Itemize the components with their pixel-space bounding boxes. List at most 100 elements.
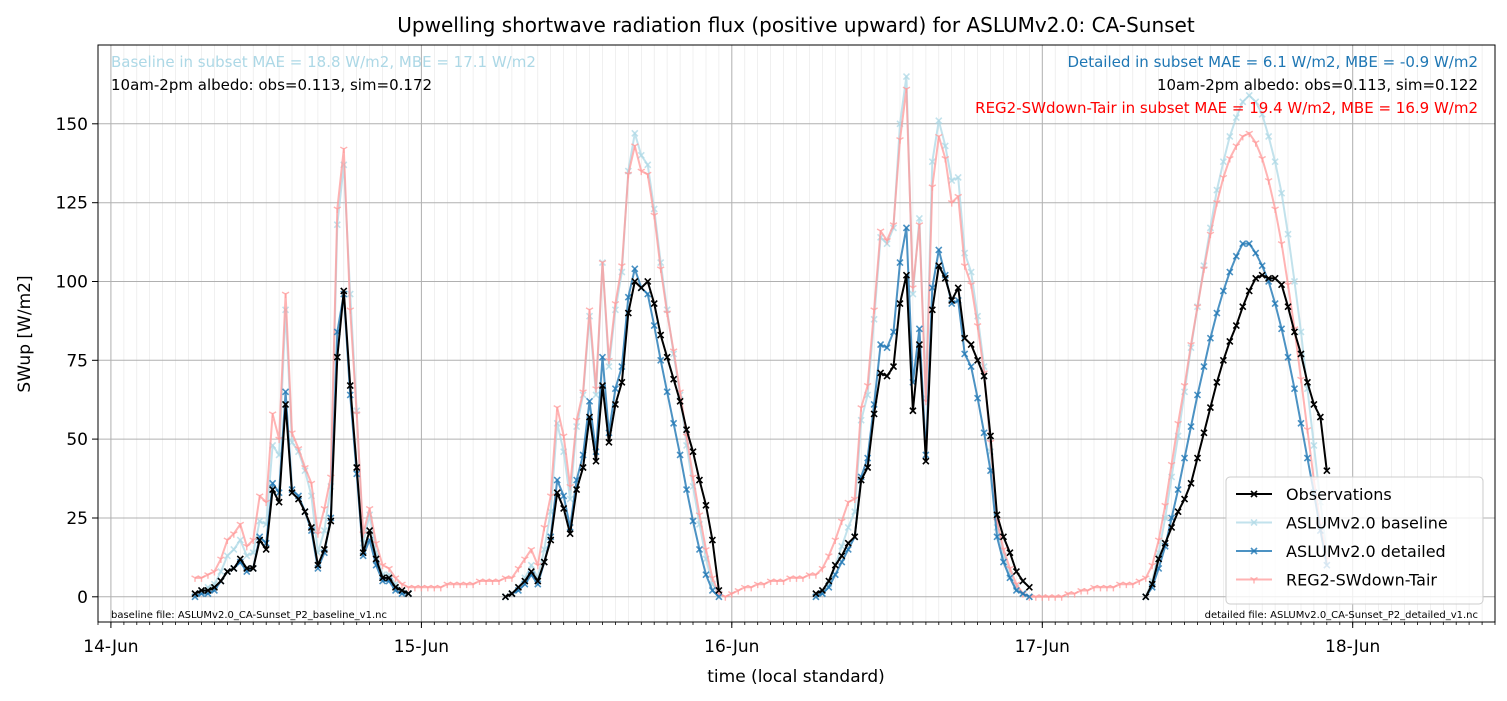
data-point-marker <box>1284 353 1292 361</box>
data-point-marker <box>779 578 788 586</box>
series-line <box>195 88 1328 598</box>
data-point-marker <box>980 372 988 380</box>
data-point-marker <box>1245 240 1253 248</box>
data-point-marker <box>1297 350 1305 358</box>
data-point-marker <box>1006 565 1014 573</box>
data-point-marker <box>1238 133 1247 141</box>
data-point-marker <box>702 571 710 579</box>
data-point-marker <box>585 413 594 421</box>
y-tick-label: 50 <box>66 430 88 450</box>
data-point-marker <box>1174 420 1182 428</box>
data-point-marker <box>935 117 943 125</box>
data-point-marker <box>1278 281 1286 289</box>
data-point-marker <box>217 556 225 563</box>
data-point-marker <box>1206 231 1215 239</box>
data-point-marker <box>1187 341 1195 349</box>
data-point-marker <box>708 575 717 582</box>
data-point-marker <box>877 369 885 377</box>
data-point-marker <box>243 564 251 572</box>
y-axis-label: SWup [W/m2] <box>15 275 35 392</box>
data-point-marker <box>1180 454 1189 462</box>
data-point-marker <box>637 284 645 292</box>
data-point-marker <box>366 526 374 535</box>
data-point-marker <box>831 537 840 545</box>
data-point-marker <box>611 400 619 409</box>
data-point-marker <box>521 577 529 585</box>
data-point-marker <box>365 505 374 513</box>
data-point-marker <box>618 263 626 270</box>
data-point-marker <box>353 463 361 472</box>
data-point-marker <box>553 476 561 484</box>
data-point-marker <box>1245 287 1253 295</box>
data-point-marker <box>961 350 969 358</box>
data-point-marker <box>1025 593 1033 601</box>
data-point-marker <box>1278 189 1286 197</box>
data-point-marker <box>947 200 956 207</box>
data-point-marker <box>301 464 309 472</box>
data-point-marker <box>644 161 652 169</box>
data-point-marker <box>934 133 943 141</box>
data-point-marker <box>1316 413 1324 421</box>
data-point-marker <box>954 284 962 292</box>
data-point-marker <box>967 282 975 289</box>
data-point-marker <box>534 577 542 585</box>
data-point-marker <box>682 426 691 434</box>
data-point-marker <box>708 536 716 544</box>
data-point-marker <box>333 206 342 213</box>
data-point-marker <box>838 542 846 550</box>
minor-grid <box>97 45 1496 622</box>
data-point-marker <box>889 222 898 229</box>
data-point-marker <box>1219 158 1227 166</box>
data-point-marker <box>521 556 529 563</box>
data-point-marker <box>896 136 904 144</box>
data-point-marker <box>210 583 218 591</box>
data-point-marker <box>656 266 665 273</box>
data-point-marker <box>1141 575 1150 582</box>
data-point-marker <box>1174 508 1182 516</box>
data-point-marker <box>837 518 846 526</box>
legend: Observations ASLUMv2.0 baseline ASLUMv2.0 … <box>1225 476 1484 605</box>
data-point-marker <box>592 457 600 465</box>
legend-entries: Observations ASLUMv2.0 baseline ASLUMv2.0 … <box>1236 485 1448 590</box>
data-point-marker <box>1271 158 1279 166</box>
data-point-marker <box>1012 567 1020 576</box>
data-point-marker <box>611 300 620 308</box>
data-point-marker <box>889 363 898 371</box>
data-point-marker <box>812 590 820 598</box>
data-point-marker <box>650 299 658 308</box>
data-point-marker <box>1258 271 1266 279</box>
chart-title: Upwelling shortwave radiation flux (posi… <box>397 13 1195 37</box>
data-point-marker <box>669 348 678 355</box>
data-point-marker <box>631 265 639 273</box>
data-point-marker <box>676 451 684 459</box>
data-point-marker <box>553 489 561 497</box>
data-point-marker <box>1128 581 1137 589</box>
data-point-marker <box>844 499 853 507</box>
data-point-marker <box>398 586 406 595</box>
data-point-marker <box>340 287 348 295</box>
data-point-marker <box>999 533 1008 541</box>
data-point-marker <box>831 571 839 579</box>
data-point-marker <box>1193 304 1202 311</box>
data-point-marker <box>941 155 950 163</box>
data-point-marker <box>229 531 238 538</box>
data-point-marker <box>1109 584 1118 592</box>
data-point-marker <box>1252 274 1260 282</box>
data-point-marker <box>281 388 290 396</box>
data-point-marker <box>663 353 671 361</box>
data-point-marker <box>1251 140 1260 147</box>
legend-label: Observations <box>1286 485 1392 504</box>
detailed-file-text: detailed file: ASLUMv2.0_CA-Sunset_P2_de… <box>1205 610 1478 621</box>
data-point-marker <box>391 583 400 591</box>
data-point-marker <box>1012 581 1021 589</box>
data-point-marker <box>1219 356 1227 364</box>
data-point-marker <box>560 492 568 500</box>
data-point-marker <box>1290 328 1299 336</box>
data-point-marker <box>676 397 684 405</box>
data-point-marker <box>863 382 872 390</box>
data-point-marker <box>527 567 535 576</box>
data-point-marker <box>702 546 710 554</box>
data-point-marker <box>204 586 212 595</box>
data-point-marker <box>236 555 244 563</box>
